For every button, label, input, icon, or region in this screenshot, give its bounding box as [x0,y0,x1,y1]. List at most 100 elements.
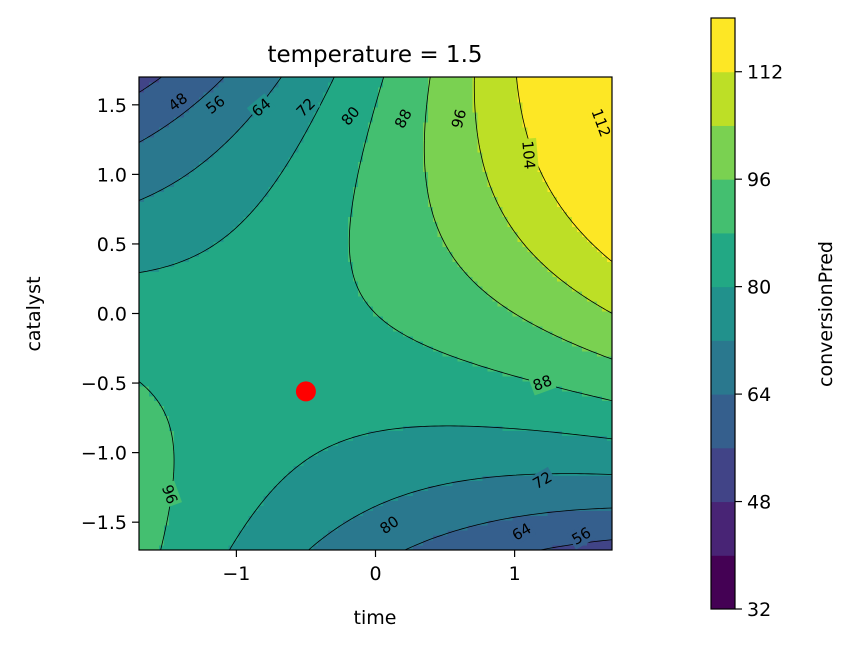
contour-cell [308,161,314,168]
contour-cell [273,281,280,287]
contour-cell [368,490,374,496]
contour-cell [188,161,195,168]
contour-cell [178,141,185,148]
contour-cell [263,196,270,203]
contour-cell [173,191,180,198]
contour-cell [198,505,205,511]
contour-cell [273,440,280,447]
contour-cell [273,485,280,491]
contour-cell [353,485,359,491]
contour-cell [263,465,270,471]
contour-cell [373,430,379,437]
contour-cell [218,520,225,526]
contour-cell [263,241,270,247]
contour-cell [173,395,180,402]
contour-cell [163,216,170,222]
contour-cell [183,216,190,222]
contour-cell [328,395,334,402]
contour-cell [143,77,150,83]
contour-cell [363,91,369,98]
contour-cell [283,246,289,252]
contour-cell [198,271,205,277]
contour-cell [233,490,240,496]
contour-cell [188,301,195,307]
contour-cell [348,485,354,491]
contour-cell [163,236,170,242]
contour-cell [268,286,275,292]
contour-cell [218,181,225,188]
contour-cell [343,355,349,362]
contour-cell [193,365,200,372]
contour-cell [253,171,260,178]
contour-cell [323,400,329,407]
contour-cell [313,340,319,347]
contour-cell [168,465,175,471]
contour-cell [278,405,284,412]
contour-cell [273,530,280,536]
contour-cell [233,211,240,218]
contour-cell [293,261,299,267]
contour-cell [338,390,344,397]
contour-cell [268,86,275,93]
contour-cell [377,126,384,133]
contour-cell [392,510,399,516]
contour-cell [323,96,329,103]
contour-cell [139,301,145,307]
contour-cell [392,236,399,242]
contour-cell [268,271,275,277]
contour-cell [397,455,404,461]
contour-cell [218,345,225,352]
contour-cell [223,445,230,452]
contour-cell [283,480,289,486]
contour-cell [303,171,309,178]
contour-cell [158,91,165,98]
contour-cell [139,350,145,357]
contour-cell [233,236,240,242]
contour-cell [343,231,349,237]
contour-cell [143,480,150,486]
contour-cell [158,535,165,541]
contour-cell [373,440,379,447]
contour-cell [263,141,270,148]
contour-cell [198,335,205,342]
contour-cell [303,261,309,267]
contour-cell [348,276,354,282]
contour-cell [373,251,379,257]
contour-cell [328,380,334,387]
contour-cell [298,246,304,252]
contour-cell [228,256,235,262]
contour-cell [223,410,230,417]
contour-cell [288,271,294,277]
contour-cell [258,490,265,496]
contour-cell [283,196,289,203]
contour-cell [223,525,230,531]
contour-cell [283,291,289,297]
contour-cell [213,375,220,382]
contour-cell [333,226,339,232]
contour-cell [318,395,324,402]
contour-cell [333,181,339,188]
contour-cell [353,126,359,133]
contour-cell [348,236,354,242]
contour-cell [148,440,155,447]
contour-cell [153,256,160,262]
contour-cell [328,221,334,227]
contour-cell [387,301,394,307]
contour-cell [387,201,394,208]
contour-cell [333,77,339,83]
contour-cell [392,350,399,357]
contour-cell [203,111,210,118]
contour-cell [208,405,215,412]
contour-cell [173,81,180,88]
contour-cell [168,455,175,461]
contour-cell [263,256,270,262]
contour-cell [288,460,294,466]
contour-cell [213,385,220,392]
contour-cell [382,266,389,272]
contour-cell [178,286,185,292]
contour-cell [218,121,225,128]
contour-cell [303,450,309,456]
contour-cell [373,111,379,118]
contour-cell [373,156,379,163]
contour-cell [353,415,359,422]
